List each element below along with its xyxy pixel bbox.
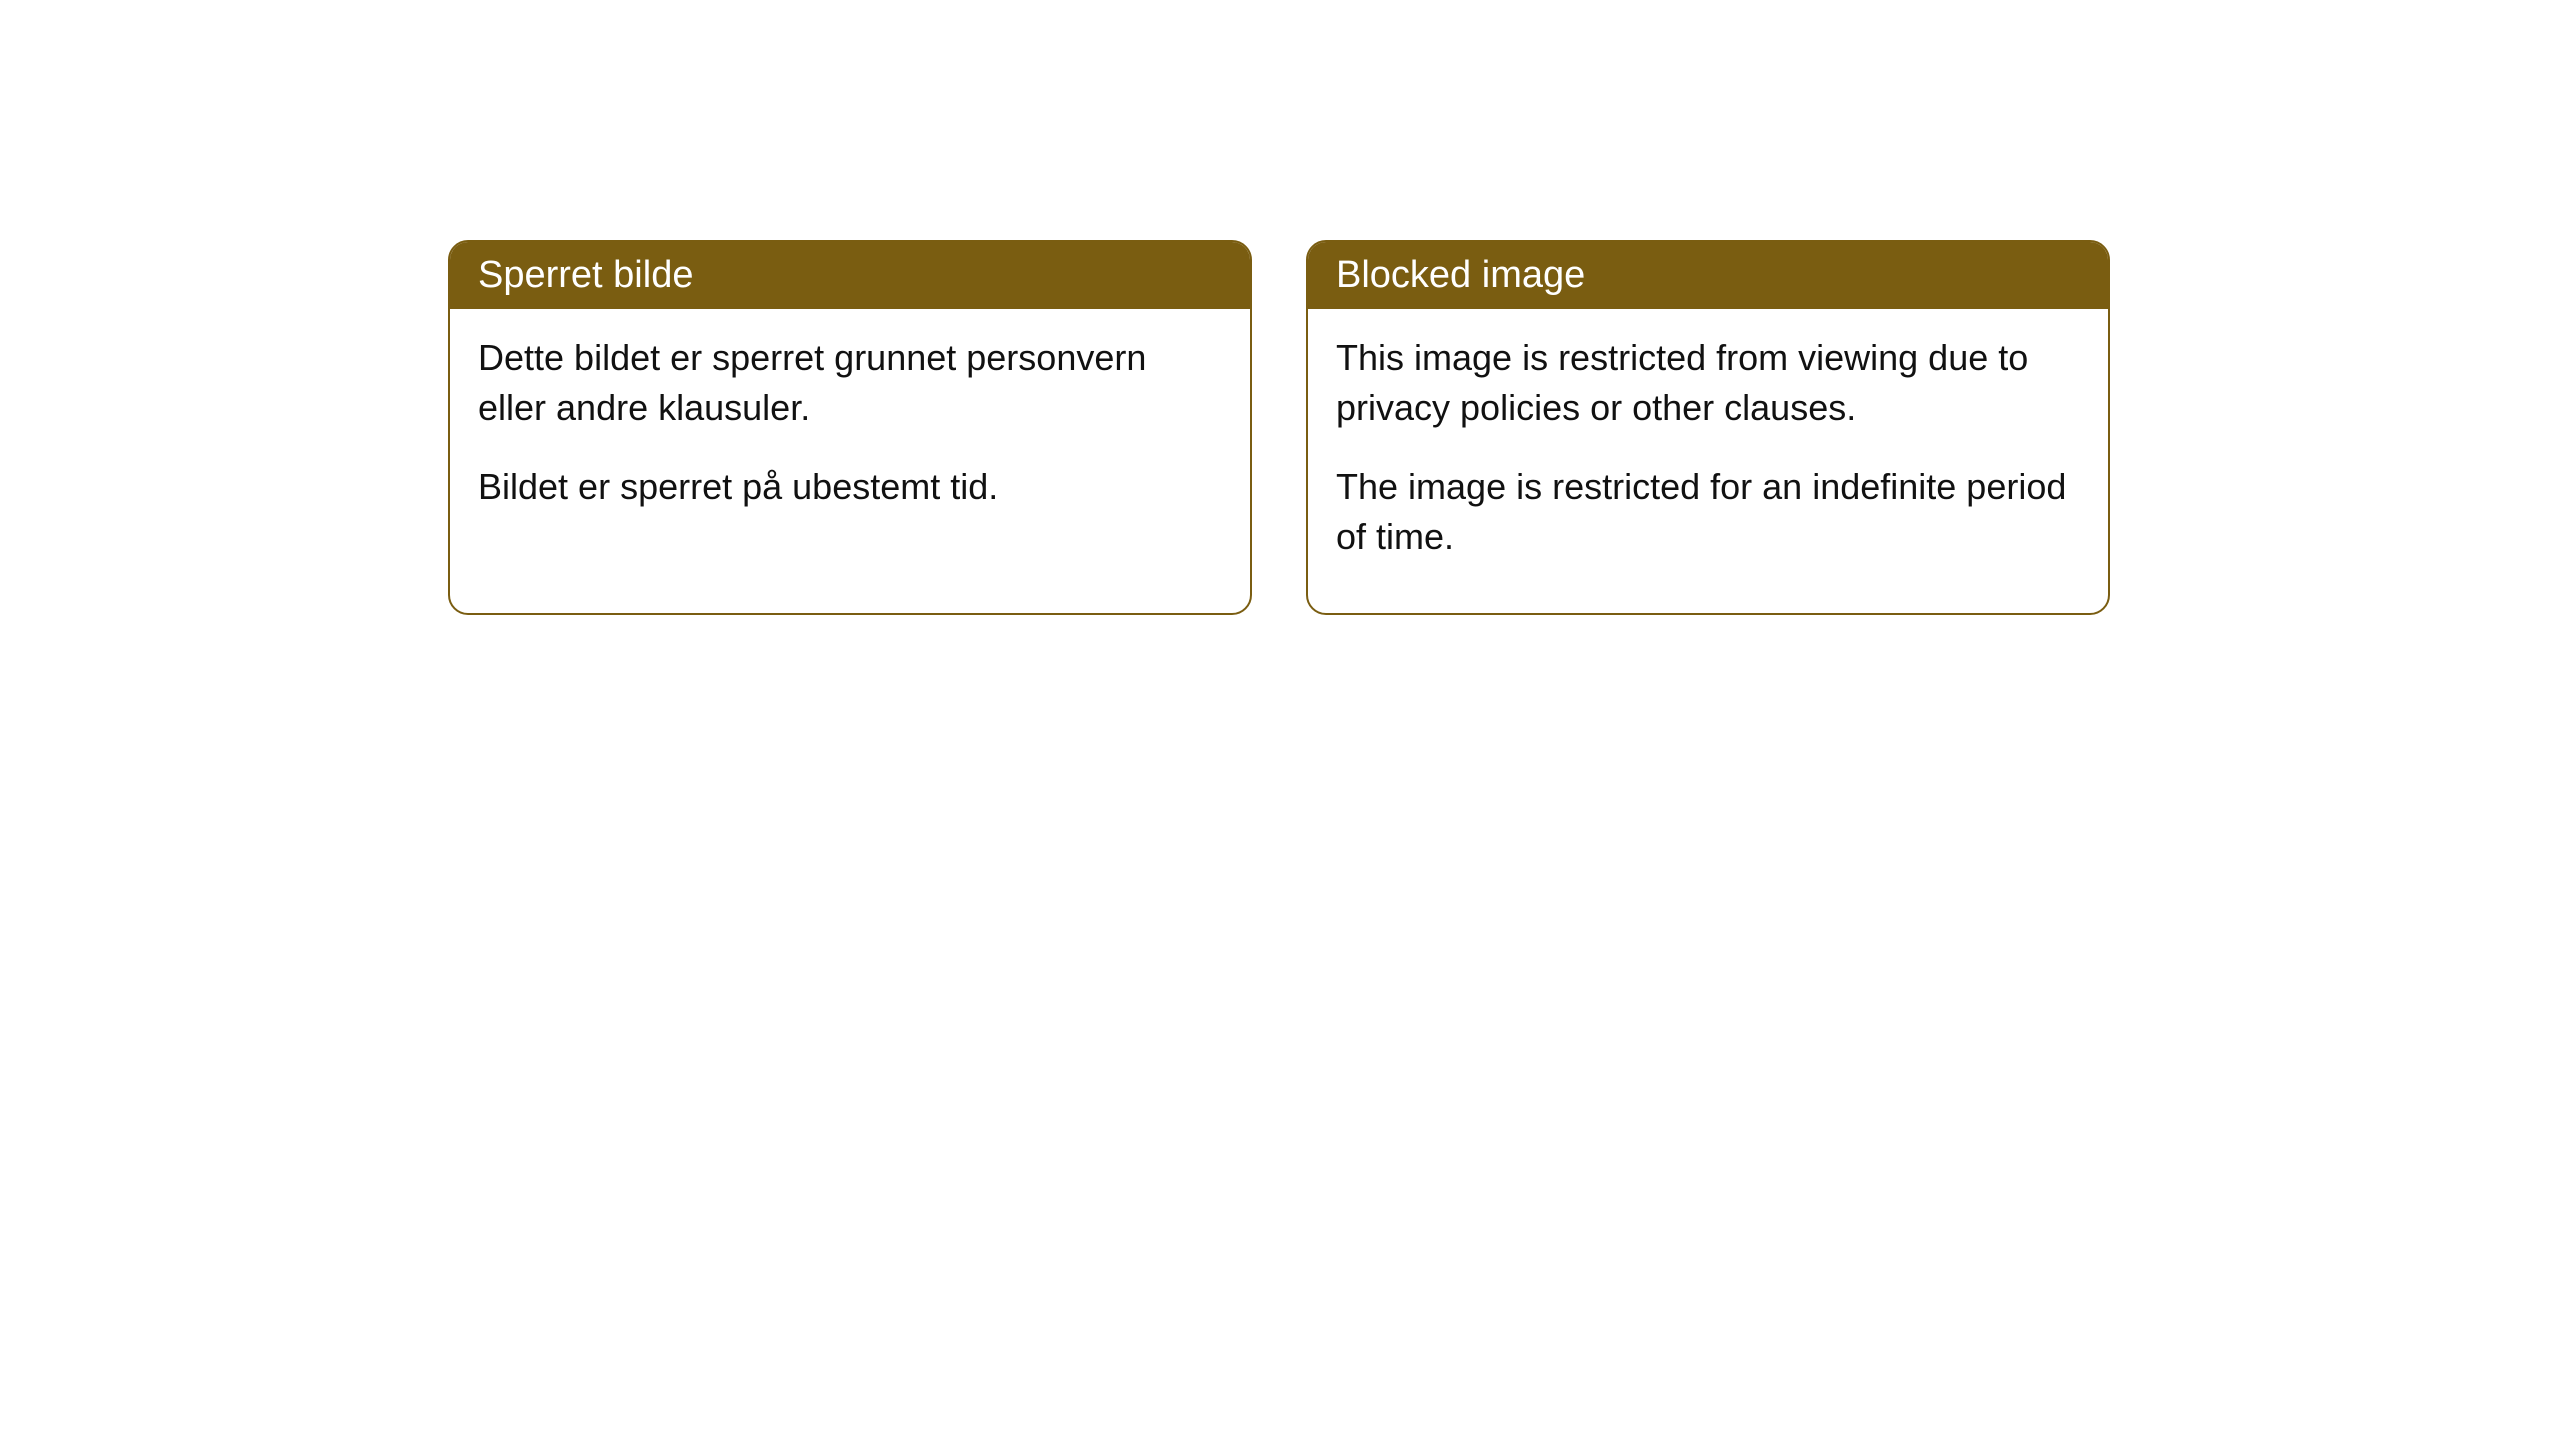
card-title: Sperret bilde bbox=[478, 254, 693, 296]
card-paragraph: This image is restricted from viewing du… bbox=[1336, 333, 2080, 434]
card-header: Blocked image bbox=[1308, 242, 2108, 309]
card-body: Dette bildet er sperret grunnet personve… bbox=[450, 309, 1250, 562]
card-paragraph: Dette bildet er sperret grunnet personve… bbox=[478, 333, 1222, 434]
notice-card-norwegian: Sperret bilde Dette bildet er sperret gr… bbox=[448, 240, 1252, 615]
notice-container: Sperret bilde Dette bildet er sperret gr… bbox=[0, 0, 2560, 615]
card-body: This image is restricted from viewing du… bbox=[1308, 309, 2108, 613]
card-paragraph: The image is restricted for an indefinit… bbox=[1336, 462, 2080, 563]
card-title: Blocked image bbox=[1336, 254, 1585, 296]
notice-card-english: Blocked image This image is restricted f… bbox=[1306, 240, 2110, 615]
card-paragraph: Bildet er sperret på ubestemt tid. bbox=[478, 462, 1222, 512]
card-header: Sperret bilde bbox=[450, 242, 1250, 309]
